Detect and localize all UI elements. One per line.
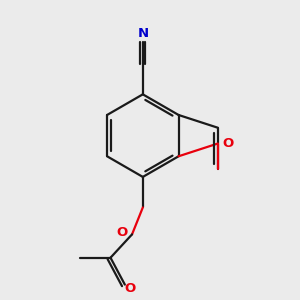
Text: O: O <box>222 137 233 150</box>
Text: O: O <box>124 282 136 296</box>
Text: N: N <box>137 27 148 40</box>
Text: O: O <box>116 226 128 239</box>
